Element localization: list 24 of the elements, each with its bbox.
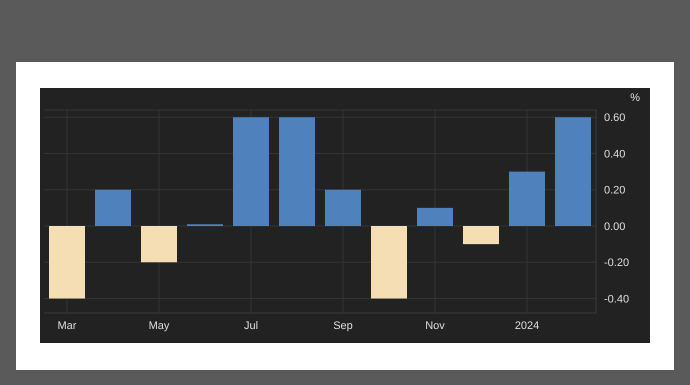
y-tick-label: 0.60: [604, 112, 626, 124]
x-tick-label: Sep: [333, 320, 353, 332]
bar: [325, 190, 361, 226]
y-tick-label: 0.00: [604, 220, 626, 233]
y-tick-label: 0.20: [604, 184, 626, 197]
y-tick-label: -0.20: [604, 257, 630, 270]
bar: [463, 226, 499, 244]
bar: [371, 226, 407, 298]
bar: [555, 117, 591, 226]
bar: [141, 226, 177, 262]
x-tick-label: 2024: [514, 320, 540, 332]
bar: [279, 117, 315, 226]
bar: [233, 117, 269, 226]
x-tick-label: May: [148, 320, 170, 332]
y-tick-label: -0.40: [604, 293, 630, 306]
bar: [509, 172, 545, 226]
bar: [95, 190, 131, 226]
x-tick-label: Jul: [244, 320, 258, 332]
x-tick-label: Mar: [58, 320, 77, 332]
y-axis-title: %: [630, 92, 640, 104]
bar: [49, 226, 85, 298]
y-tick-label: 0.40: [604, 148, 626, 160]
bar: [417, 208, 453, 226]
x-tick-label: Nov: [425, 320, 446, 332]
